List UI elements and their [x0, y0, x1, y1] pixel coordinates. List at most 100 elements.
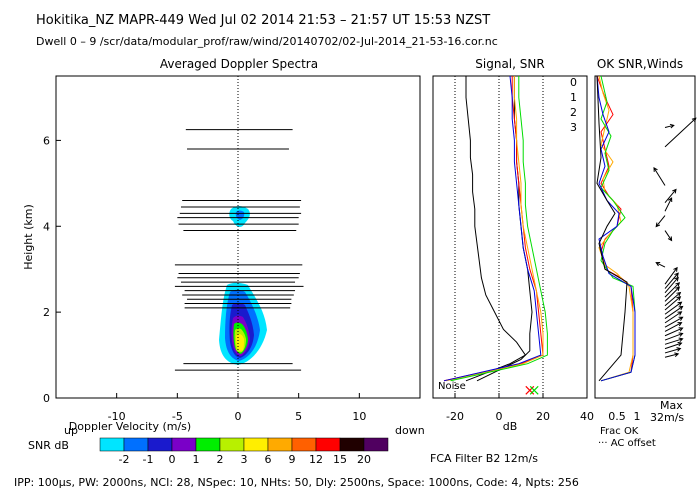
frac-ok-label: Frac OK	[600, 426, 639, 437]
signal-series-5	[443, 75, 542, 382]
legend-entry-1: 1	[570, 91, 577, 104]
signal-series-3	[446, 76, 544, 382]
legend-entry-2: 2	[570, 106, 577, 119]
wind-vector-20	[655, 215, 666, 228]
winds-axes: 0.5 1	[608, 410, 640, 423]
signal-x-tick-label--20: -20	[446, 410, 464, 423]
signal-marker-1	[529, 385, 539, 395]
frac-tick-label-0: 0.5	[608, 410, 626, 423]
signal-frame	[432, 75, 588, 399]
wind-vectors	[653, 117, 697, 358]
frac-ok-series	[596, 75, 636, 382]
wind-vector-1	[664, 347, 682, 354]
wind-vector-3	[664, 337, 684, 345]
signal-x-label: dB	[503, 420, 518, 433]
wind-vector-23	[653, 166, 666, 186]
frac-ok-series-1	[598, 75, 634, 382]
y-tick-label-0: 0	[43, 392, 50, 405]
wind-vector-17	[664, 266, 678, 285]
down-label: down	[395, 424, 425, 437]
frac-tick-label-1: 1	[634, 410, 641, 423]
colorbar-tick-1: -1	[143, 453, 154, 466]
colorbar-tick-9: 15	[333, 453, 347, 466]
footer-parameters: IPP: 100µs, PW: 2000ns, NCI: 28, NSpec: …	[14, 476, 579, 489]
wind-vector-24	[664, 117, 697, 148]
colorbar-swatch-5	[219, 437, 245, 452]
colorbar-swatch-1	[123, 437, 149, 452]
header-dwell-path: Dwell 0 – 9 /scr/data/modular_prof/raw/w…	[36, 35, 498, 48]
wind-vector-8	[664, 311, 683, 324]
legend-entry-3: 3	[570, 121, 577, 134]
colorbar-swatch-9	[315, 437, 341, 452]
x-tick-label--5: -5	[172, 410, 183, 423]
signal-axes: -20 0 20 40	[446, 393, 594, 423]
ac-offset-label: ··· AC offset	[598, 438, 656, 449]
wind-vector-5	[664, 327, 684, 337]
wind-vector-14	[664, 282, 681, 298]
x-tick-label-10: 10	[352, 410, 366, 423]
x-tick-label-0: 0	[235, 410, 242, 423]
x-tick-label-5: 5	[295, 410, 302, 423]
colorbar-tick-5: 3	[241, 453, 248, 466]
header-title: Hokitika_NZ MAPR-449 Wed Jul 02 2014 21:…	[36, 13, 490, 28]
signal-x-tick-label-0: 0	[496, 410, 503, 423]
wind-vector-25	[664, 123, 675, 129]
colorbar-label: SNR dB	[28, 439, 69, 452]
x-tick-label--10: -10	[108, 410, 126, 423]
signal-series-0	[465, 76, 527, 382]
winds-panel: OK SNR,Winds 0.5 1 Max 32m/s Frac OK ··· …	[594, 57, 697, 449]
wind-vector-0	[664, 352, 680, 358]
signal-series-2	[443, 76, 544, 382]
signal-x-tick-label-20: 20	[536, 410, 550, 423]
colorbar-swatch-10	[339, 437, 365, 452]
colorbar-swatch-0	[99, 437, 125, 452]
snr-colorbar: -2 -1 0 1 2 3 6 9 12 15 20	[99, 437, 389, 466]
max-label: Max	[660, 399, 683, 412]
signal-series	[443, 75, 548, 395]
spectra-axes: -10 -5 0 5 10 0 2 4 6	[43, 134, 366, 423]
y-axis-label: Height (km)	[22, 204, 35, 270]
colorbar-swatch-6	[243, 437, 269, 452]
signal-panel: Signal, SNR -20 0 20 40 0 1 2 3 Noise dB	[432, 57, 594, 433]
filter-label: FCA Filter B2 12m/s	[430, 452, 538, 465]
wind-vector-6	[664, 322, 683, 332]
y-tick-label-4: 4	[43, 220, 50, 233]
colorbar-swatch-3	[171, 437, 197, 452]
signal-title: Signal, SNR	[475, 57, 544, 71]
wind-vector-11	[664, 296, 682, 311]
frac-ok-series-3	[596, 75, 636, 382]
colorbar-tick-6: 6	[265, 453, 272, 466]
wind-vector-15	[664, 276, 679, 294]
winds-title: OK SNR,Winds	[597, 57, 683, 71]
colorbar-tick-2: 0	[169, 453, 176, 466]
wind-vector-16	[664, 272, 679, 289]
signal-legend: 0 1 2 3	[570, 76, 577, 134]
wind-vector-2	[664, 341, 683, 350]
spectra-heatmap	[219, 206, 267, 365]
wind-vector-21	[664, 197, 673, 212]
spectral-width-bars	[174, 129, 304, 371]
wind-vector-9	[664, 305, 684, 319]
colorbar-tick-7: 9	[289, 453, 296, 466]
wind-vector-18	[655, 262, 666, 268]
wind-vector-4	[664, 332, 684, 341]
wind-vector-22	[664, 188, 677, 203]
winds-frame	[594, 75, 696, 399]
wind-vector-12	[664, 291, 682, 307]
colorbar-tick-3: 1	[193, 453, 200, 466]
wind-vector-10	[664, 301, 683, 315]
y-tick-label-2: 2	[43, 306, 50, 319]
colorbar-tick-10: 20	[357, 453, 371, 466]
up-label: up	[64, 424, 78, 437]
signal-marker-0	[525, 385, 535, 395]
colorbar-swatch-8	[291, 437, 317, 452]
colorbar-tick-8: 12	[309, 453, 323, 466]
wind-vector-7	[664, 316, 684, 328]
wind-vector-13	[664, 286, 681, 302]
legend-entry-0: 0	[570, 76, 577, 89]
spectra-title: Averaged Doppler Spectra	[160, 57, 318, 71]
frac-ok-series-4	[596, 75, 628, 382]
